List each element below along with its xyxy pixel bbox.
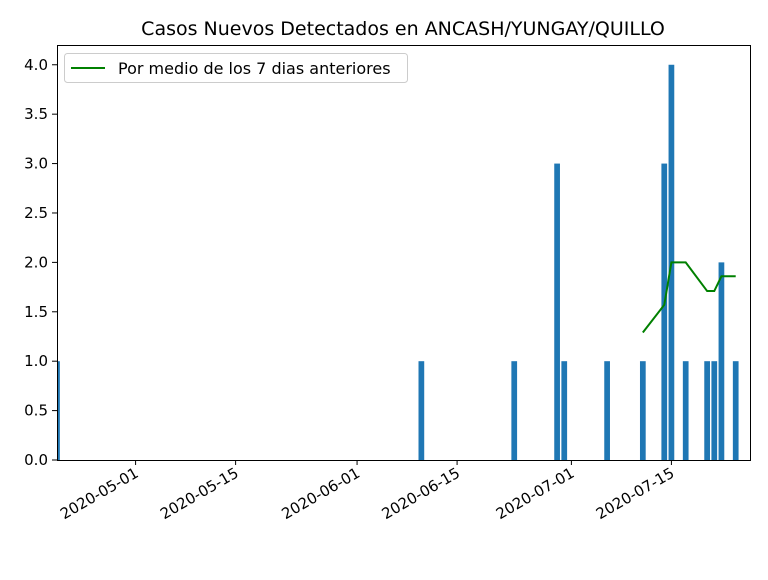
x-tick-label: 2020-07-01 [493,464,578,523]
bar [704,361,710,460]
legend-label: Por medio de los 7 dias anteriores [118,59,391,78]
average-line [642,261,736,334]
x-tick-label: 2020-05-01 [57,464,142,523]
y-tick-label: 2.5 [24,204,48,222]
y-tick-label: 0.0 [24,451,48,469]
average-line-series [642,261,736,334]
legend-box [64,53,408,83]
bar [554,163,560,461]
chart-title: Casos Nuevos Detectados en ANCASH/YUNGAY… [141,18,665,40]
bar [561,361,568,460]
bar [661,163,668,461]
x-tick-label: 2020-06-01 [279,464,364,523]
bar [639,361,646,460]
plot-frame [57,45,751,461]
y-tick-label: 1.5 [24,303,48,321]
x-tick-label: 2020-07-15 [593,464,678,523]
y-tick-label: 4.0 [24,56,48,74]
x-axis: 2020-05-01 2020-05-15 2020-06-01 2020-06-15… [57,460,677,523]
x-tick-label: 2020-05-15 [157,464,242,523]
bar [511,361,518,460]
y-tick-label: 3.0 [24,155,48,173]
y-axis: 0.0 0.5 1.0 1.5 2.0 2.5 3.0 3.5 4.0 [24,56,57,469]
y-tick-label: 0.5 [24,402,48,420]
bar [732,361,739,460]
y-tick-label: 1.0 [24,352,48,370]
y-tick-label: 3.5 [24,105,48,123]
y-tick-label: 2.0 [24,253,48,271]
bar [418,361,425,460]
bar [711,361,718,460]
bar [682,361,689,460]
x-tick-label: 2020-06-15 [379,464,464,523]
bar [57,361,60,460]
bar-series [57,64,739,461]
bar [718,262,725,460]
bar [604,361,610,460]
legend: Por medio de los 7 dias anteriores [64,53,408,83]
